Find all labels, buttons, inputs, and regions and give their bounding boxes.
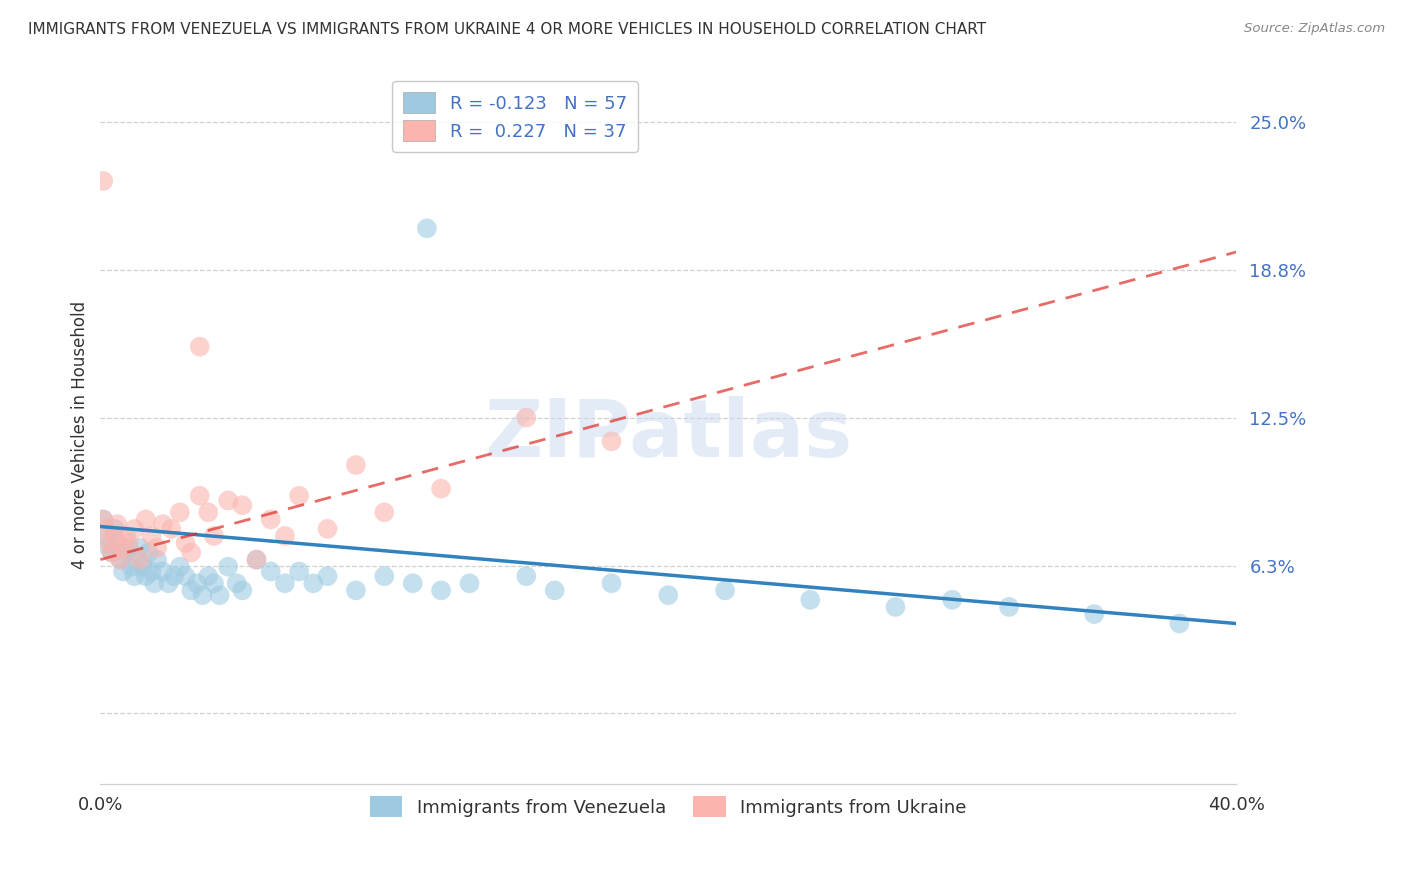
Point	[103, 522, 125, 536]
Point	[344, 458, 367, 472]
Point	[152, 565, 174, 579]
Point	[135, 569, 157, 583]
Point	[110, 552, 132, 566]
Point	[157, 576, 180, 591]
Point	[197, 505, 219, 519]
Point	[430, 482, 453, 496]
Point	[103, 529, 125, 543]
Point	[402, 576, 425, 591]
Point	[100, 545, 122, 559]
Point	[169, 505, 191, 519]
Point	[97, 536, 120, 550]
Point	[600, 576, 623, 591]
Point	[135, 512, 157, 526]
Point	[260, 565, 283, 579]
Point	[186, 576, 208, 591]
Point	[118, 541, 141, 555]
Point	[416, 221, 439, 235]
Point	[152, 517, 174, 532]
Point	[188, 340, 211, 354]
Point	[430, 583, 453, 598]
Point	[146, 552, 169, 566]
Point	[191, 588, 214, 602]
Point	[121, 559, 143, 574]
Point	[110, 552, 132, 566]
Point	[373, 505, 395, 519]
Point	[657, 588, 679, 602]
Point	[132, 559, 155, 574]
Point	[373, 569, 395, 583]
Legend: Immigrants from Venezuela, Immigrants from Ukraine: Immigrants from Venezuela, Immigrants fr…	[363, 789, 974, 824]
Point	[1168, 616, 1191, 631]
Point	[217, 559, 239, 574]
Point	[146, 541, 169, 555]
Point	[141, 565, 163, 579]
Point	[180, 545, 202, 559]
Point	[124, 569, 146, 583]
Text: ZIPatlas: ZIPatlas	[484, 396, 852, 475]
Point	[115, 529, 138, 543]
Point	[515, 410, 537, 425]
Text: IMMIGRANTS FROM VENEZUELA VS IMMIGRANTS FROM UKRAINE 4 OR MORE VEHICLES IN HOUSE: IMMIGRANTS FROM VENEZUELA VS IMMIGRANTS …	[28, 22, 986, 37]
Point	[129, 552, 152, 566]
Point	[94, 529, 117, 543]
Text: Source: ZipAtlas.com: Source: ZipAtlas.com	[1244, 22, 1385, 36]
Point	[202, 529, 225, 543]
Point	[163, 569, 186, 583]
Point	[115, 545, 138, 559]
Point	[288, 489, 311, 503]
Point	[112, 541, 135, 555]
Point	[124, 522, 146, 536]
Point	[197, 569, 219, 583]
Point	[260, 512, 283, 526]
Point	[138, 545, 160, 559]
Point	[112, 565, 135, 579]
Y-axis label: 4 or more Vehicles in Household: 4 or more Vehicles in Household	[72, 301, 89, 569]
Point	[188, 489, 211, 503]
Point	[129, 541, 152, 555]
Point	[225, 576, 247, 591]
Point	[105, 517, 128, 532]
Point	[884, 599, 907, 614]
Point	[208, 588, 231, 602]
Point	[316, 522, 339, 536]
Point	[127, 552, 149, 566]
Point	[169, 559, 191, 574]
Point	[600, 434, 623, 449]
Point	[91, 512, 114, 526]
Point	[316, 569, 339, 583]
Point	[231, 583, 253, 598]
Point	[94, 522, 117, 536]
Point	[245, 552, 267, 566]
Point	[1083, 607, 1105, 621]
Point	[141, 529, 163, 543]
Point	[288, 565, 311, 579]
Point	[180, 583, 202, 598]
Point	[217, 493, 239, 508]
Point	[105, 536, 128, 550]
Point	[458, 576, 481, 591]
Point	[174, 569, 197, 583]
Point	[714, 583, 737, 598]
Point	[202, 576, 225, 591]
Point	[515, 569, 537, 583]
Point	[100, 545, 122, 559]
Point	[174, 536, 197, 550]
Point	[274, 529, 297, 543]
Point	[998, 599, 1021, 614]
Point	[344, 583, 367, 598]
Point	[544, 583, 567, 598]
Point	[91, 512, 114, 526]
Point	[160, 522, 183, 536]
Point	[97, 541, 120, 555]
Point	[302, 576, 325, 591]
Point	[941, 592, 963, 607]
Point	[231, 498, 253, 512]
Point	[143, 576, 166, 591]
Point	[799, 592, 821, 607]
Point	[274, 576, 297, 591]
Point	[245, 552, 267, 566]
Point	[91, 174, 114, 188]
Point	[118, 536, 141, 550]
